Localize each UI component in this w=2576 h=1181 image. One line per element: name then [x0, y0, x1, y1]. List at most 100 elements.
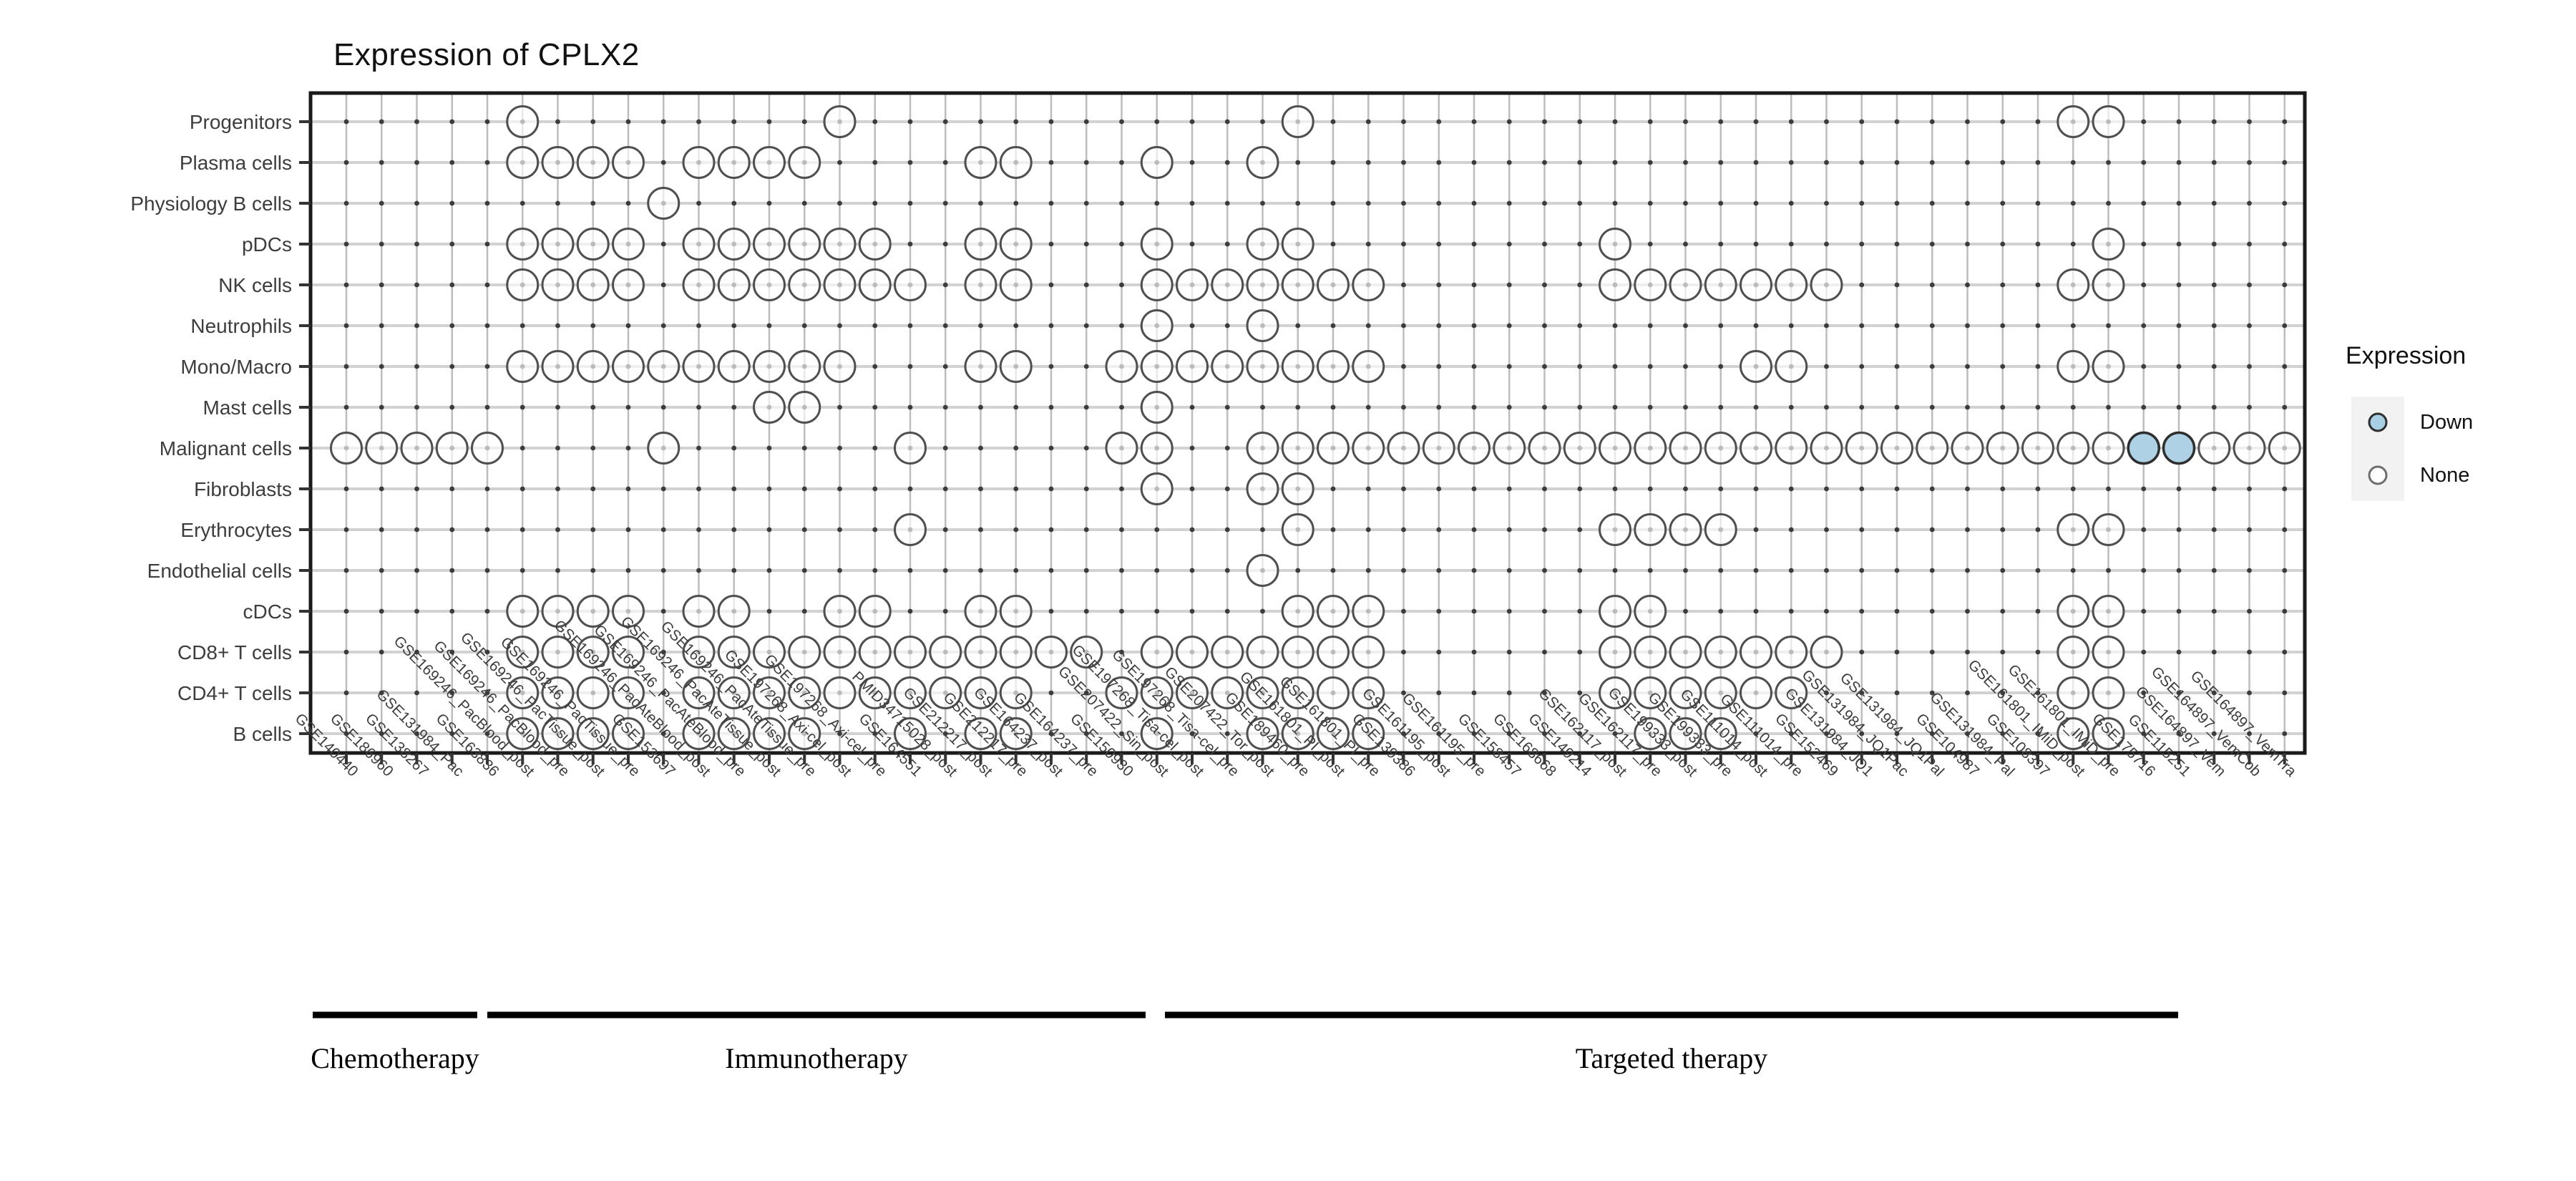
- grid-point: [766, 568, 772, 573]
- grid-point: [1894, 568, 1900, 573]
- grid-point: [660, 568, 666, 573]
- grid-point: [1506, 608, 1512, 614]
- grid-point: [978, 527, 983, 533]
- expression-none-circle: [1176, 636, 1209, 669]
- grid-point: [1260, 527, 1265, 533]
- grid-point: [978, 486, 983, 492]
- grid-point: [907, 119, 913, 125]
- grid-point: [1048, 731, 1054, 737]
- grid-point: [1612, 568, 1618, 573]
- grid-point: [1365, 404, 1371, 410]
- grid-point: [1542, 608, 1547, 614]
- expression-none-circle: [612, 228, 645, 261]
- grid-point: [660, 608, 666, 614]
- grid-point: [1083, 608, 1089, 614]
- grid-point: [1542, 404, 1547, 410]
- grid-point: [1048, 200, 1054, 206]
- grid-point: [414, 323, 419, 329]
- grid-point: [1048, 241, 1054, 247]
- grid-point: [1083, 527, 1089, 533]
- grid-point: [414, 404, 419, 410]
- expression-none-circle: [435, 432, 469, 465]
- grid-point: [660, 486, 666, 492]
- expression-none-circle: [541, 636, 575, 669]
- grid-point: [590, 445, 596, 451]
- expression-none-circle: [999, 146, 1033, 179]
- expression-none-circle: [1704, 717, 1737, 750]
- expression-none-circle: [2092, 432, 2125, 465]
- grid-point: [1119, 323, 1124, 329]
- grid-point: [2070, 160, 2076, 165]
- grid-point: [2141, 200, 2147, 206]
- grid-point: [343, 649, 349, 655]
- grid-point: [1542, 119, 1547, 125]
- grid-point: [801, 608, 807, 614]
- grid-point: [2247, 404, 2252, 410]
- expression-none-circle: [1176, 350, 1209, 383]
- grid-point: [1929, 323, 1935, 329]
- expression-none-circle: [2057, 595, 2090, 628]
- grid-point: [1119, 486, 1124, 492]
- grid-point: [1013, 200, 1019, 206]
- grid-point: [1859, 608, 1865, 614]
- grid-point: [1753, 323, 1759, 329]
- grid-point: [696, 486, 701, 492]
- expression-none-circle: [1352, 595, 1385, 628]
- grid-point: [2211, 160, 2217, 165]
- grid-point: [590, 404, 596, 410]
- grid-point: [2247, 486, 2252, 492]
- grid-point: [414, 568, 419, 573]
- grid-point: [872, 404, 878, 410]
- expression-none-circle: [717, 717, 751, 750]
- expression-none-circle: [1599, 228, 1631, 261]
- expression-none-circle: [823, 105, 857, 138]
- grid-point: [1612, 364, 1618, 369]
- grid-point: [837, 527, 842, 533]
- legend-item-down: Down: [2351, 397, 2576, 448]
- grid-point: [1577, 731, 1583, 737]
- expression-none-circle: [823, 228, 857, 261]
- grid-point: [2035, 200, 2041, 206]
- grid-point: [1929, 568, 1935, 573]
- grid-point: [1013, 445, 1019, 451]
- grid-point: [942, 119, 948, 125]
- expression-none-circle: [1140, 309, 1174, 342]
- grid-point: [1612, 486, 1618, 492]
- grid-point: [1859, 323, 1865, 329]
- grid-point: [1013, 527, 1019, 533]
- expression-none-circle: [506, 268, 540, 301]
- grid-point: [2211, 404, 2217, 410]
- expression-none-circle: [541, 676, 575, 709]
- grid-point: [1824, 527, 1829, 533]
- grid-point: [1929, 282, 1935, 288]
- expression-none-circle: [506, 228, 540, 261]
- grid-point: [1894, 731, 1900, 737]
- grid-point: [1436, 731, 1442, 737]
- grid-point: [660, 649, 666, 655]
- grid-point: [2211, 119, 2217, 125]
- grid-point: [2106, 486, 2111, 492]
- grid-point: [2176, 649, 2182, 655]
- expression-none-circle: [365, 432, 399, 465]
- expression-none-circle: [1352, 432, 1385, 465]
- grid-point: [942, 527, 948, 533]
- grid-point: [1965, 527, 1970, 533]
- grid-point: [414, 608, 419, 614]
- grid-point: [1929, 649, 1935, 655]
- expression-none-circle: [612, 350, 645, 383]
- grid-point: [2282, 731, 2288, 737]
- grid-point: [1119, 241, 1124, 247]
- grid-point: [872, 568, 878, 573]
- expression-none-circle: [1246, 636, 1279, 669]
- grid-point: [1048, 690, 1054, 696]
- grid-point: [414, 282, 419, 288]
- grid-point: [1647, 404, 1653, 410]
- expression-none-circle: [1246, 350, 1279, 383]
- grid-point: [2141, 486, 2147, 492]
- grid-point: [449, 527, 455, 533]
- grid-point: [625, 568, 631, 573]
- grid-point: [1401, 649, 1406, 655]
- grid-point: [1753, 404, 1759, 410]
- expression-none-circle: [1563, 432, 1596, 465]
